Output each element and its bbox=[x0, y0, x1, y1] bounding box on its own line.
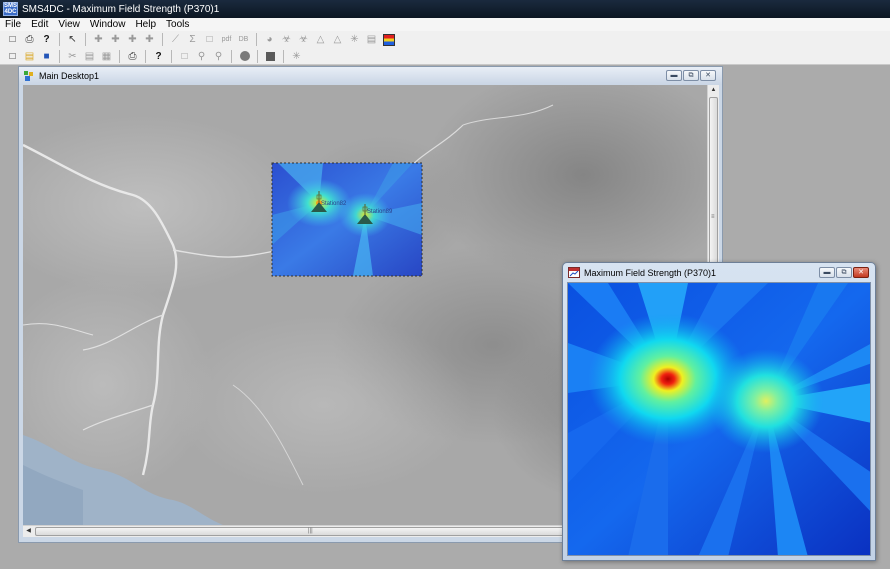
minimize-button[interactable]: ▬ bbox=[819, 267, 835, 278]
station-marker-82[interactable] bbox=[311, 191, 327, 212]
profile-icon[interactable]: ◕ bbox=[266, 34, 273, 45]
pan-up-icon[interactable]: ✚ bbox=[111, 34, 120, 45]
pdf-icon[interactable]: pdf bbox=[221, 36, 232, 43]
pan-right-icon[interactable]: ✚ bbox=[128, 34, 137, 45]
new-document-icon[interactable]: □ bbox=[9, 34, 16, 45]
link-icon[interactable]: △ bbox=[333, 34, 342, 45]
toolbar-separator bbox=[85, 33, 86, 46]
color-legend-icon[interactable] bbox=[381, 32, 396, 47]
crosshair-icon[interactable]: ✳ bbox=[292, 50, 301, 62]
station-label: Station89 bbox=[367, 209, 393, 215]
zoom-out-icon[interactable]: ⚲ bbox=[214, 50, 223, 62]
fill-tool-icon[interactable] bbox=[263, 49, 278, 64]
new-file-icon[interactable]: □ bbox=[9, 50, 16, 62]
print-icon[interactable]: ⎙ bbox=[128, 50, 137, 62]
select-rect-icon[interactable]: □ bbox=[181, 50, 188, 62]
database-icon[interactable]: DB bbox=[238, 36, 249, 43]
antenna-icon[interactable]: ☣ bbox=[282, 34, 291, 45]
toolbar-separator bbox=[256, 33, 257, 46]
plot-window-icon bbox=[568, 267, 580, 278]
paste-icon[interactable]: ▦ bbox=[101, 50, 112, 62]
app-title: SMS4DC - Maximum Field Strength (P370)1 bbox=[22, 3, 220, 15]
help-question-icon[interactable]: ? bbox=[43, 34, 50, 45]
field-strength-titlebar[interactable]: Maximum Field Strength (P370)1 ▬ ⧉ ✕ bbox=[563, 263, 875, 282]
star-icon[interactable]: ✳ bbox=[350, 34, 359, 45]
field-strength-heatmap[interactable] bbox=[568, 283, 871, 556]
minimize-button[interactable]: ▬ bbox=[666, 70, 682, 81]
scroll-up-arrow-icon[interactable]: ▲ bbox=[710, 87, 717, 93]
rectangle-icon[interactable]: □ bbox=[206, 34, 213, 45]
horizontal-scroll-thumb[interactable]: ||| bbox=[35, 527, 590, 536]
main-desktop-titlebar[interactable]: Main Desktop1 ▬ ⧉ ✕ bbox=[19, 67, 722, 85]
toolbar-separator bbox=[145, 49, 146, 63]
menu-file[interactable]: File bbox=[5, 19, 22, 30]
toolbar-separator bbox=[59, 33, 60, 46]
menu-edit[interactable]: Edit bbox=[31, 19, 49, 30]
about-question-icon[interactable]: ? bbox=[155, 50, 162, 62]
close-button[interactable]: ✕ bbox=[853, 267, 869, 278]
close-button[interactable]: ✕ bbox=[700, 70, 716, 81]
horizontal-scrollbar[interactable]: ◀ ||| bbox=[23, 525, 707, 537]
toolbar-primary: □ ⎙ ? ↖ ✚ ✚ ✚ ✚ ⟋ Σ □ pdf DB ◕ ☣ ☣ △ △ ✳… bbox=[0, 31, 890, 48]
restore-button[interactable]: ⧉ bbox=[836, 267, 852, 278]
toolbar-separator bbox=[171, 49, 172, 63]
field-strength-window: Maximum Field Strength (P370)1 ▬ ⧉ ✕ bbox=[562, 262, 876, 561]
table-icon[interactable]: ▤ bbox=[366, 34, 377, 45]
print-icon[interactable]: ⎙ bbox=[25, 34, 34, 45]
toolbar-separator bbox=[257, 49, 258, 63]
toolbar-separator bbox=[119, 49, 120, 63]
scroll-left-arrow-icon[interactable]: ◀ bbox=[26, 528, 31, 534]
app-titlebar: SMS 4DC SMS4DC - Maximum Field Strength … bbox=[0, 0, 890, 18]
open-folder-icon[interactable]: ▤ bbox=[24, 50, 35, 62]
menu-window[interactable]: Window bbox=[89, 19, 126, 30]
menu-tools[interactable]: Tools bbox=[166, 19, 190, 30]
field-strength-plot[interactable] bbox=[567, 282, 871, 556]
sum-icon[interactable]: Σ bbox=[189, 34, 196, 45]
circle-tool-icon[interactable] bbox=[237, 49, 252, 64]
pan-down-icon[interactable]: ✚ bbox=[145, 34, 154, 45]
toolbar-separator bbox=[59, 49, 60, 63]
toolbar-separator bbox=[283, 49, 284, 63]
restore-button[interactable]: ⧉ bbox=[683, 70, 699, 81]
tower-icon[interactable]: △ bbox=[316, 34, 325, 45]
toolbar-secondary: □ ▤ ■ ✂ ▤ ▦ ⎙ ? □ ⚲ ⚲ ✳ bbox=[0, 48, 890, 65]
map-layers-icon bbox=[23, 70, 35, 82]
field-strength-title: Maximum Field Strength (P370)1 bbox=[584, 267, 717, 278]
toolbar-separator bbox=[231, 49, 232, 63]
pan-left-icon[interactable]: ✚ bbox=[94, 34, 103, 45]
copy-icon[interactable]: ▤ bbox=[84, 50, 95, 62]
zoom-in-icon[interactable]: ⚲ bbox=[197, 50, 206, 62]
app-logo-icon: SMS 4DC bbox=[3, 2, 18, 16]
menu-bar: File Edit View Window Help Tools bbox=[0, 18, 890, 31]
antenna-pair-icon[interactable]: ☣ bbox=[299, 34, 308, 45]
save-disk-icon[interactable]: ■ bbox=[43, 50, 50, 62]
pointer-icon[interactable]: ↖ bbox=[68, 34, 77, 45]
station-marker-89[interactable] bbox=[357, 204, 373, 224]
main-desktop-title: Main Desktop1 bbox=[39, 71, 100, 81]
menu-help[interactable]: Help bbox=[135, 19, 157, 30]
menu-view[interactable]: View bbox=[58, 19, 80, 30]
coverage-overlay[interactable] bbox=[271, 162, 423, 277]
toolbar-separator bbox=[162, 33, 163, 46]
cut-icon[interactable]: ✂ bbox=[68, 50, 77, 62]
station-label: Station82 bbox=[321, 201, 347, 207]
line-tool-icon[interactable]: ⟋ bbox=[172, 34, 179, 45]
